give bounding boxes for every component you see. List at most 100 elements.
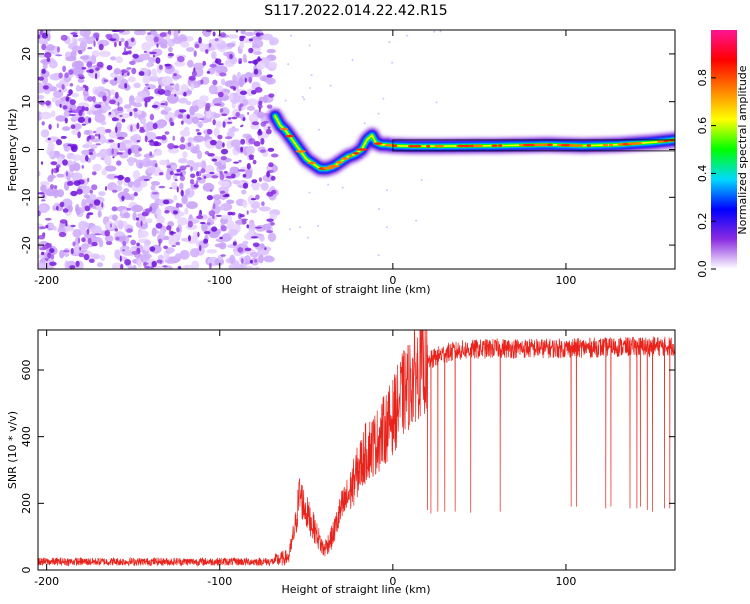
noise-speck-pale bbox=[215, 120, 222, 128]
noise-speck-pale bbox=[116, 131, 128, 139]
noise-speck-faint bbox=[318, 128, 321, 131]
noise-speck bbox=[112, 156, 115, 159]
noise-speck-pale bbox=[49, 222, 54, 229]
noise-speck bbox=[185, 165, 191, 168]
signal-track-peak bbox=[635, 142, 642, 145]
noise-speck-pale bbox=[114, 249, 121, 259]
signal-track-peak bbox=[491, 144, 498, 147]
noise-speck bbox=[187, 220, 193, 228]
noise-speck-pale bbox=[191, 260, 200, 269]
noise-speck-pale bbox=[248, 229, 254, 237]
noise-speck bbox=[238, 104, 242, 112]
noise-speck-pale bbox=[56, 189, 64, 198]
noise-speck bbox=[124, 83, 128, 89]
noise-speck bbox=[266, 230, 273, 234]
noise-speck bbox=[212, 203, 216, 210]
signal-track-peak bbox=[355, 148, 368, 151]
noise-speck bbox=[164, 131, 170, 135]
noise-speck-pale bbox=[229, 92, 234, 101]
noise-speck bbox=[126, 208, 132, 211]
noise-speck bbox=[96, 61, 104, 68]
noise-speck-faint bbox=[341, 186, 344, 189]
noise-speck bbox=[167, 30, 172, 35]
noise-speck-pale bbox=[138, 162, 143, 169]
noise-speck-pale bbox=[193, 135, 205, 143]
noise-speck-pale bbox=[127, 266, 137, 269]
noise-speck-pale bbox=[260, 182, 269, 191]
noise-speck bbox=[42, 232, 46, 237]
noise-speck bbox=[240, 257, 244, 264]
noise-speck bbox=[204, 151, 210, 155]
noise-speck-pale bbox=[221, 233, 232, 242]
noise-speck-pale bbox=[258, 206, 271, 212]
noise-speck bbox=[212, 119, 216, 126]
noise-speck-pale bbox=[247, 195, 255, 205]
noise-speck-pale bbox=[233, 260, 240, 269]
noise-speck bbox=[251, 179, 258, 184]
noise-speck bbox=[70, 247, 74, 255]
noise-speck bbox=[200, 221, 206, 225]
spectrogram-y-tick-label: -20 bbox=[20, 236, 33, 254]
noise-speck bbox=[87, 237, 92, 245]
noise-speck-pale bbox=[72, 228, 82, 238]
noise-speck-pale bbox=[92, 163, 102, 172]
noise-speck bbox=[58, 72, 63, 79]
noise-speck-pale bbox=[185, 101, 192, 106]
noise-speck bbox=[164, 210, 170, 214]
signal-track-peak bbox=[340, 157, 350, 160]
noise-speck-pale bbox=[94, 113, 106, 123]
noise-speck-pale bbox=[171, 181, 178, 189]
noise-speck bbox=[211, 175, 219, 179]
noise-speck-pale bbox=[174, 214, 181, 220]
noise-speck-pale bbox=[99, 135, 106, 144]
signal-band-outline bbox=[392, 139, 675, 152]
noise-speck bbox=[196, 132, 202, 136]
noise-speck-pale bbox=[238, 77, 244, 88]
noise-speck-pale bbox=[141, 42, 152, 51]
noise-speck bbox=[69, 83, 74, 87]
noise-speck bbox=[105, 128, 112, 133]
noise-speck bbox=[68, 89, 73, 95]
noise-speck bbox=[179, 165, 187, 171]
noise-speck bbox=[67, 181, 74, 186]
noise-speck-pale bbox=[246, 88, 254, 97]
noise-speck bbox=[198, 118, 205, 121]
noise-speck bbox=[133, 108, 138, 112]
noise-speck-pale bbox=[142, 74, 150, 85]
noise-speck bbox=[240, 218, 249, 221]
noise-speck-pale bbox=[250, 209, 258, 214]
noise-speck-pale bbox=[94, 88, 100, 96]
noise-speck-pale bbox=[214, 140, 224, 150]
noise-speck-faint bbox=[287, 63, 290, 66]
noise-speck bbox=[39, 30, 44, 36]
noise-speck-pale bbox=[50, 110, 56, 118]
noise-speck bbox=[45, 100, 51, 106]
noise-speck-faint bbox=[327, 183, 330, 186]
noise-speck-pale bbox=[249, 72, 261, 77]
noise-speck-faint bbox=[308, 44, 311, 47]
noise-speck-pale bbox=[45, 188, 57, 197]
noise-speck-pale bbox=[38, 204, 49, 214]
noise-speck-faint bbox=[377, 112, 380, 115]
noise-speck-pale bbox=[77, 78, 85, 83]
noise-speck bbox=[164, 63, 171, 67]
noise-speck bbox=[87, 177, 90, 182]
noise-speck bbox=[89, 189, 94, 194]
noise-speck-pale bbox=[47, 142, 55, 152]
noise-speck bbox=[114, 228, 119, 232]
noise-speck-pale bbox=[105, 221, 115, 230]
noise-speck-pale bbox=[117, 191, 130, 200]
noise-speck bbox=[239, 35, 246, 39]
noise-speck-pale bbox=[57, 156, 63, 166]
noise-speck-pale bbox=[145, 34, 155, 43]
noise-speck bbox=[252, 159, 257, 165]
noise-speck bbox=[152, 54, 155, 58]
noise-speck-pale bbox=[132, 170, 141, 180]
noise-speck-pale bbox=[163, 106, 172, 112]
noise-speck-pale bbox=[179, 249, 190, 260]
noise-speck bbox=[38, 210, 41, 217]
noise-speck bbox=[144, 100, 148, 108]
noise-speck bbox=[109, 99, 116, 105]
noise-speck-pale bbox=[140, 175, 153, 180]
